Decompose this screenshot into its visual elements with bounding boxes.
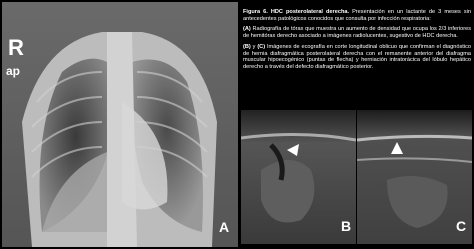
panel-letter: A [219,219,230,235]
caption-intro: Presentación en un lactante de 3 meses s… [243,9,471,22]
part-label: (B) [243,43,251,50]
xray-panel: R ap A [2,2,238,247]
part-text: Imágenes de ecografía en corte longitudi… [243,43,471,71]
caption-title: Figura 6. HDC posterolateral derecha. [243,9,350,15]
part-text: Radiografía de tórax que muestra un aume… [243,26,471,40]
part-joiner: y [252,43,256,50]
part-label: (A) [243,26,251,33]
ultrasound-image [241,110,356,244]
panel-letter: C [456,218,467,234]
part-label: (C) [257,43,266,50]
ultrasound-panel: B [241,110,356,244]
xray-image [2,2,238,247]
ultrasound-panel: C [357,110,472,244]
ultrasound-image [357,110,472,244]
panel-letter: B [341,218,352,234]
side-marker: R [8,35,24,60]
view-marker: ap [6,64,21,78]
figure-caption: Figura 6. HDC posterolateral derecha. Pr… [243,9,471,75]
